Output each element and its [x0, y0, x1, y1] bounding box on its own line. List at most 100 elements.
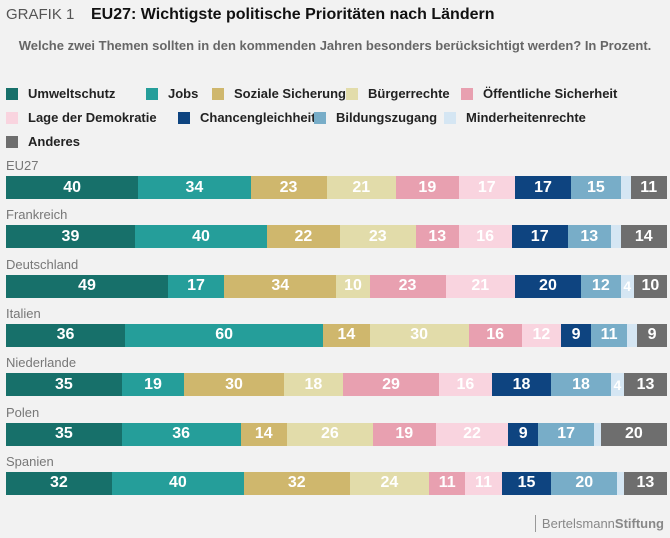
bar-segment — [627, 323, 638, 347]
data-label: 49 — [78, 277, 96, 295]
category-label: EU27 — [6, 158, 39, 173]
stacked-bar: 35 19 30 18 29 16 18 18 4 13 — [6, 373, 667, 397]
data-label: 26 — [320, 425, 339, 442]
data-label: 14 — [337, 326, 356, 344]
bar-segment: 14 — [620, 225, 667, 249]
data-label: 11 — [640, 178, 658, 196]
category-label: Niederlande — [6, 355, 77, 371]
bar-segment: 11 — [429, 471, 466, 495]
bar-segment: 13 — [623, 471, 667, 495]
brand-logo: BertelsmannStiftung — [534, 515, 664, 532]
bar-segment: 12 — [521, 323, 562, 347]
legend-label: Anderes — [28, 134, 81, 149]
legend-item: Umweltschutz — [6, 86, 115, 101]
bar-segment: 15 — [501, 471, 552, 495]
legend-label: Jobs — [168, 86, 199, 101]
bar-segment: 20 — [514, 274, 581, 298]
stacked-bar: 40 34 23 21 19 17 17 15 11 — [6, 176, 667, 199]
bar-segment: 13 — [415, 225, 459, 249]
data-label: 36 — [56, 326, 75, 344]
legend-swatch — [6, 135, 18, 148]
bar-row: Frankreich 39 40 22 23 13 16 17 13 14 — [6, 207, 667, 249]
bar-row: Italien 36 60 14 30 16 12 9 11 9 — [6, 306, 667, 347]
legend-swatch — [444, 111, 456, 124]
legend-item: Minderheitenrechte — [444, 110, 586, 125]
data-label: 30 — [410, 326, 428, 344]
legend-item: Anderes — [6, 134, 80, 149]
data-label: 13 — [636, 474, 655, 492]
legend-swatch — [6, 111, 18, 124]
bar-segment: 23 — [369, 274, 446, 298]
bar-segment: 39 — [6, 225, 135, 249]
data-label: 21 — [471, 277, 490, 295]
stacked-bar: 32 40 32 24 11 11 15 20 13 — [6, 471, 667, 495]
data-label: 15 — [586, 178, 605, 196]
data-label: 34 — [271, 277, 290, 295]
bar-segment: 26 — [286, 422, 373, 446]
data-label: 40 — [168, 474, 187, 492]
legend-label: Bildungszugang — [336, 110, 438, 125]
chart-subtitle: Welche zwei Themen sollten in den kommen… — [18, 38, 652, 53]
legend-label: Minderheitenrechte — [466, 110, 586, 125]
data-label: 16 — [486, 326, 504, 344]
data-label: 23 — [368, 227, 387, 245]
data-label: 17 — [534, 178, 552, 196]
data-label: 17 — [530, 227, 549, 245]
data-label: 13 — [580, 227, 599, 245]
legend-item: Jobs — [146, 86, 198, 101]
bar-segment: 16 — [438, 373, 492, 397]
bar-row: EU27 40 34 23 21 19 17 17 15 11 — [6, 158, 667, 199]
bar-segment: 23 — [250, 176, 327, 199]
bar-segment: 35 — [6, 422, 122, 446]
bar-segment: 32 — [243, 471, 350, 495]
data-label: 22 — [463, 425, 481, 442]
data-label: 11 — [438, 474, 456, 492]
data-label: 40 — [192, 227, 210, 245]
bar-segment: 16 — [468, 323, 522, 347]
bar-segment: 9 — [508, 422, 539, 446]
bar-segment: 14 — [240, 422, 287, 446]
data-label: 9 — [518, 425, 528, 442]
data-label: 17 — [187, 277, 205, 295]
legend-item: Lage der Demokratie — [6, 110, 157, 125]
bar-row: Polen 35 36 14 26 19 22 9 17 20 — [6, 405, 667, 446]
category-label: Italien — [6, 305, 41, 321]
data-label: 39 — [61, 227, 80, 245]
bar-segment — [594, 422, 601, 446]
data-label: 9 — [647, 326, 657, 344]
data-label: 19 — [144, 375, 162, 393]
bar-segment: 20 — [551, 471, 618, 495]
data-label: 4 — [623, 278, 632, 295]
stacked-bar: 35 36 14 26 19 22 9 17 20 — [6, 422, 667, 446]
data-label: 11 — [475, 474, 492, 492]
bar-segment: 49 — [6, 274, 168, 298]
data-label: 11 — [600, 326, 618, 344]
data-label: 16 — [456, 375, 475, 393]
bar-segment: 19 — [372, 422, 436, 446]
data-label: 60 — [215, 326, 234, 344]
data-label: 20 — [624, 425, 643, 442]
data-label: 21 — [352, 178, 371, 196]
data-label: 12 — [532, 326, 551, 344]
legend-item: Bürgerrechte — [346, 86, 450, 101]
legend-swatch — [178, 111, 190, 124]
bar-segment: 13 — [623, 373, 667, 397]
data-label: 36 — [172, 425, 191, 442]
bar-segment: 18 — [551, 373, 611, 397]
stacked-bar: 36 60 14 30 16 12 9 11 9 — [6, 323, 667, 347]
bar-segment: 17 — [511, 225, 568, 249]
bar-segment: 36 — [121, 422, 241, 446]
data-label: 35 — [54, 425, 73, 442]
legend-label: Bürgerrechte — [368, 86, 450, 101]
bar-row: Spanien 32 40 32 24 11 11 15 20 13 — [6, 454, 667, 495]
data-label: 22 — [294, 227, 313, 245]
bar-segment: 30 — [369, 323, 469, 347]
bar-segment: 40 — [134, 225, 268, 249]
legend-swatch — [6, 87, 18, 100]
bar-segment: 17 — [538, 422, 595, 446]
bar-segment: 10 — [336, 274, 370, 298]
bar-segment: 19 — [121, 373, 185, 397]
bar-segment: 21 — [326, 176, 396, 199]
legend-item: Öffentliche Sicherheit — [461, 86, 617, 101]
bar-segment: 30 — [184, 373, 284, 397]
